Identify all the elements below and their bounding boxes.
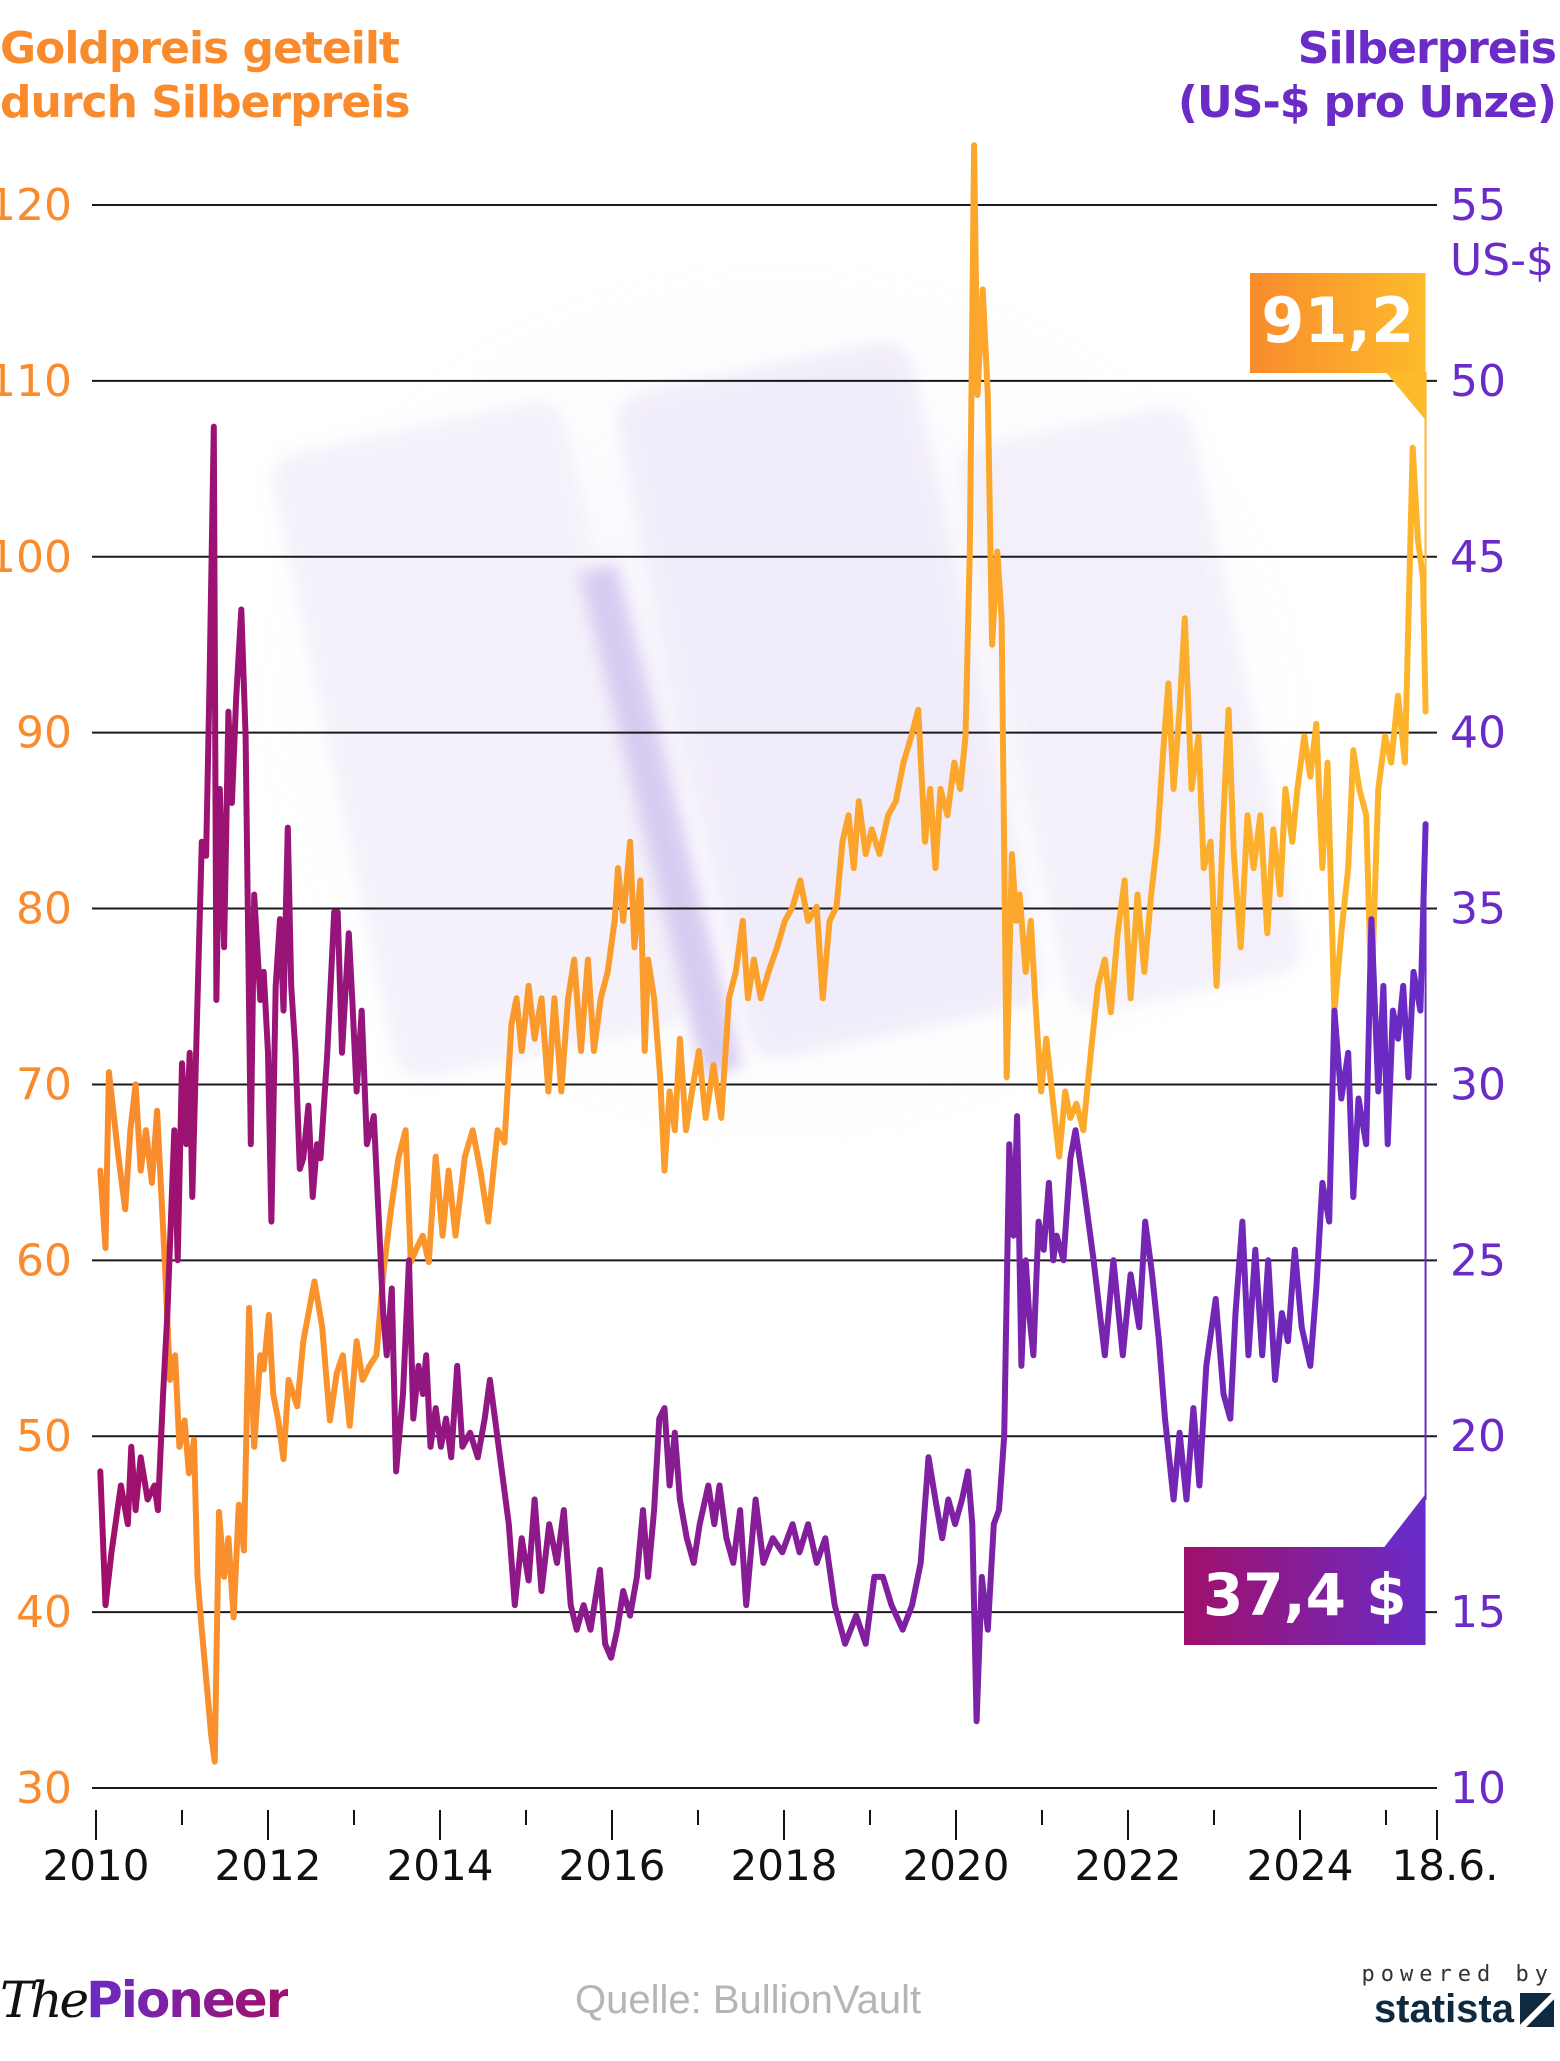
silver-value-badge: [1184, 1547, 1426, 1645]
y-left-tick-label: 100: [0, 532, 72, 583]
y-right-tick-label: 55: [1450, 180, 1506, 231]
y-right-tick-label: 35: [1450, 884, 1506, 935]
y-left-tick-label: 120: [0, 180, 72, 231]
source-note: Quelle: BullionVault: [575, 1978, 922, 2022]
x-tick-label: 2020: [903, 1841, 1010, 1890]
x-tick-label: 2018: [731, 1841, 838, 1890]
y-right-unit-label: US-$: [1450, 235, 1554, 286]
silver-badge-pointer: [1383, 1494, 1426, 1548]
x-tick-label: 2024: [1247, 1841, 1354, 1890]
right-axis-title: Silberpreis (US-$ pro Unze): [1177, 22, 1557, 130]
y-left-tick-label: 30: [16, 1763, 72, 1814]
y-right-tick-label: 25: [1450, 1235, 1506, 1286]
series-lines: [97, 142, 1429, 1765]
end-labels: 91,2 37,4 $: [1184, 273, 1427, 1645]
the-pioneer-logo: ThePioneer: [0, 1970, 290, 2030]
y-left-tick-label: 50: [16, 1411, 72, 1462]
y-right-tick-label: 40: [1450, 708, 1506, 759]
x-tick-label: 2014: [387, 1841, 494, 1890]
silver-value-label: 37,4 $: [1203, 1561, 1407, 1629]
right-axis-title-line-1: Silberpreis: [1297, 23, 1557, 74]
ratio-value-label: 91,2: [1261, 284, 1414, 357]
x-tick-label: 2010: [43, 1841, 150, 1890]
y-axis-left: 30 40 50 60 70 80 90 100 110 120: [0, 180, 72, 1814]
left-axis-title: Goldpreis geteilt durch Silberpreis: [0, 22, 410, 130]
ratio-badge-pointer: [1385, 372, 1426, 420]
y-left-tick-label: 80: [16, 884, 72, 935]
y-left-tick-label: 110: [0, 356, 72, 407]
powered-by-text: powered by: [1361, 1962, 1554, 1987]
x-axis: 2010 2012 2014 2016 2018 2020 2022 2024 18.6.: [43, 1810, 1499, 1890]
y-left-tick-label: 70: [16, 1059, 72, 1110]
y-right-tick-label: 15: [1450, 1587, 1506, 1638]
x-tick-label: 2016: [559, 1841, 666, 1890]
x-tick-label: 18.6.: [1392, 1841, 1499, 1890]
x-tick-label: 2022: [1075, 1841, 1182, 1890]
ratio-value-badge: [1250, 273, 1426, 373]
y-left-tick-label: 40: [16, 1587, 72, 1638]
logo-the: The: [0, 1971, 89, 2029]
statista-icon: [1520, 1992, 1554, 2027]
y-right-tick-label: 45: [1450, 532, 1506, 583]
y-left-tick-label: 60: [16, 1235, 72, 1286]
silver-bars-background: [160, 180, 1400, 1220]
silver-price-line: [97, 423, 1429, 1725]
gold-silver-ratio-line: [97, 142, 1429, 1765]
y-right-tick-label: 50: [1450, 356, 1506, 407]
logo-pioneer: Pioneer: [86, 1971, 290, 2029]
statista-wordmark: statista: [1373, 1987, 1514, 2031]
left-axis-title-line-2: durch Silberpreis: [0, 77, 410, 128]
statista-logo: powered by statista: [1362, 1962, 1554, 2032]
y-right-tick-label: 10: [1450, 1763, 1506, 1814]
left-axis-title-line-1: Goldpreis geteilt: [0, 23, 400, 74]
y-left-tick-label: 90: [16, 708, 72, 759]
right-axis-title-line-2: (US-$ pro Unze): [1177, 77, 1557, 128]
y-right-tick-label: 30: [1450, 1059, 1506, 1110]
y-right-tick-label: 20: [1450, 1411, 1506, 1462]
x-tick-label: 2012: [215, 1841, 322, 1890]
